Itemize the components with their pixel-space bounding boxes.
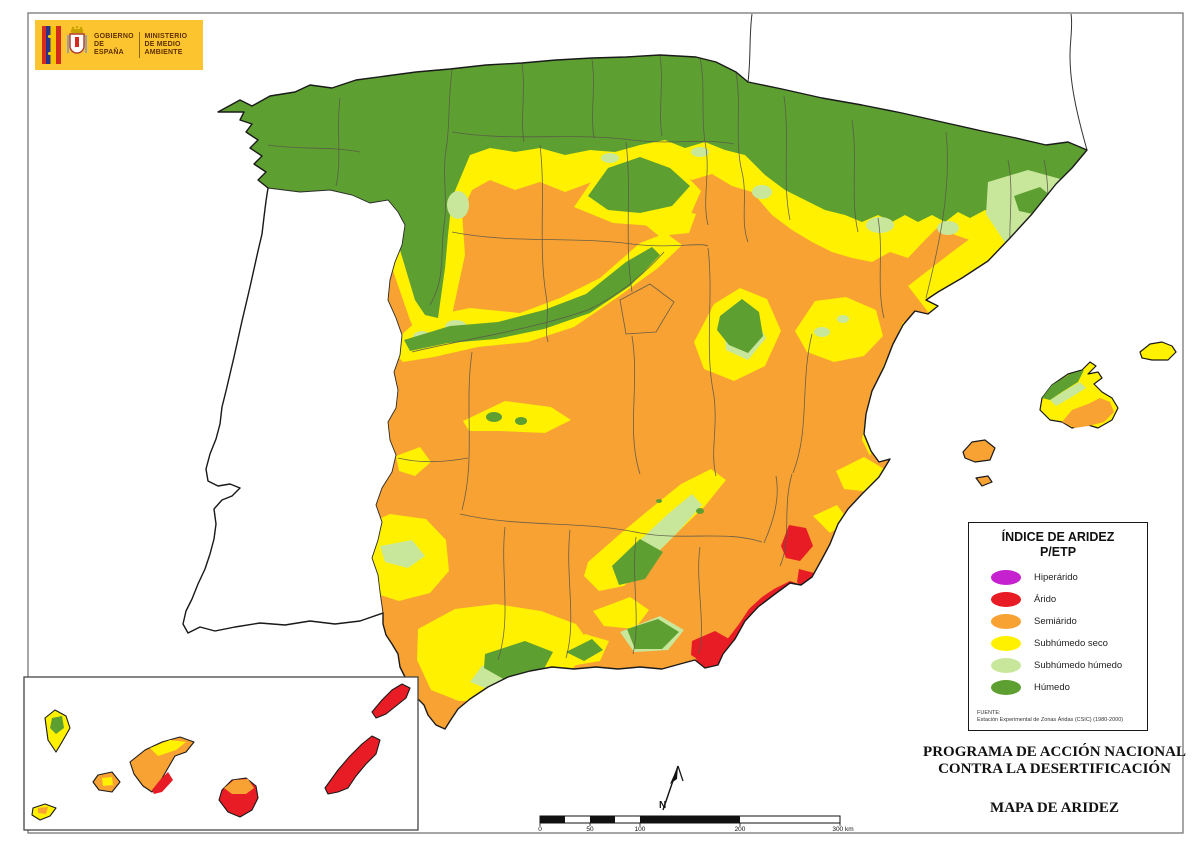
portugal [182, 187, 406, 634]
province-borders [267, 55, 1055, 661]
legend-item-semiarido: Semiárido [969, 610, 1147, 632]
swatch-hiperarido [991, 569, 1021, 585]
north-arrow-icon: N [659, 765, 684, 811]
legend-label: Subhúmedo seco [1034, 637, 1108, 649]
legend-item-subhumedo-seco: Subhúmedo seco [969, 632, 1147, 654]
logo-ministry-line1: MINISTERIO [144, 33, 188, 40]
scale-label-100: 100 [635, 826, 646, 833]
scale-label-200: 200 [735, 826, 746, 833]
legend-label: Hiperárido [1034, 571, 1078, 583]
swatch-subhumedo-humedo [991, 657, 1021, 673]
legend-label: Árido [1034, 593, 1057, 605]
canary-islands-inset [23, 676, 419, 831]
france-coastline [747, 13, 1088, 151]
scale-bar: 0 50 100 200 300 km [538, 815, 854, 833]
scale-label-0: 0 [538, 826, 542, 833]
footer-titles: PROGRAMA DE ACCIÓN NACIONAL CONTRA LA DE… [912, 744, 1197, 817]
spain-flag-icon [42, 26, 61, 64]
zones-humedo-mountains [404, 157, 1071, 681]
program-title-line2: CONTRA LA DESERTIFICACIÓN [938, 761, 1171, 777]
swatch-arido [991, 591, 1021, 607]
legend-item-humedo: Húmedo [969, 676, 1147, 698]
zone-humedo-north [183, 55, 1087, 318]
legend-title-line2: P/ETP [1039, 545, 1077, 559]
scale-bar-labels: 0 50 100 200 300 km [538, 826, 853, 833]
legend-label: Semiárido [1034, 615, 1077, 627]
program-title-line1: PROGRAMA DE ACCIÓN NACIONAL [923, 744, 1186, 760]
legend-source-label: FUENTE: [977, 710, 1001, 716]
legend-box: ÍNDICE DE ARIDEZ P/ETP Hiperárido Árido … [968, 522, 1148, 731]
logo-government-line1: GOBIERNO [94, 33, 134, 40]
logo-divider [138, 32, 140, 58]
legend-label: Subhúmedo húmedo [1034, 659, 1123, 671]
legend-title-line1: ÍNDICE DE ARIDEZ [1001, 530, 1115, 544]
legend-label: Húmedo [1034, 681, 1070, 693]
logo-ministry-line2: DE MEDIO AMBIENTE [144, 41, 183, 56]
north-arrow-label: N [659, 800, 666, 811]
swatch-humedo [991, 679, 1021, 695]
legend-item-hiperarido: Hiperárido [969, 566, 1147, 588]
coat-of-arms-icon [67, 26, 87, 54]
scale-label-300: 300 km [832, 826, 853, 833]
swatch-semiarido [991, 613, 1021, 629]
swatch-subhumedo-seco [991, 635, 1021, 651]
scale-label-50: 50 [586, 826, 594, 833]
map-title: MAPA DE ARIDEZ [990, 800, 1119, 816]
logo-government-line2: DE ESPAÑA [94, 41, 124, 56]
government-logo: GOBIERNO DE ESPAÑA MINISTERIO DE MEDIO A… [35, 20, 203, 70]
legend-source-text: Estación Experimental de Zonas Áridas (C… [977, 717, 1124, 723]
map-frame [27, 12, 1184, 834]
spain-coastline [182, 54, 1088, 730]
legend-item-arido: Árido [969, 588, 1147, 610]
balearic-islands [962, 341, 1177, 487]
legend-item-subhumedo-humedo: Subhúmedo húmedo [969, 654, 1147, 676]
